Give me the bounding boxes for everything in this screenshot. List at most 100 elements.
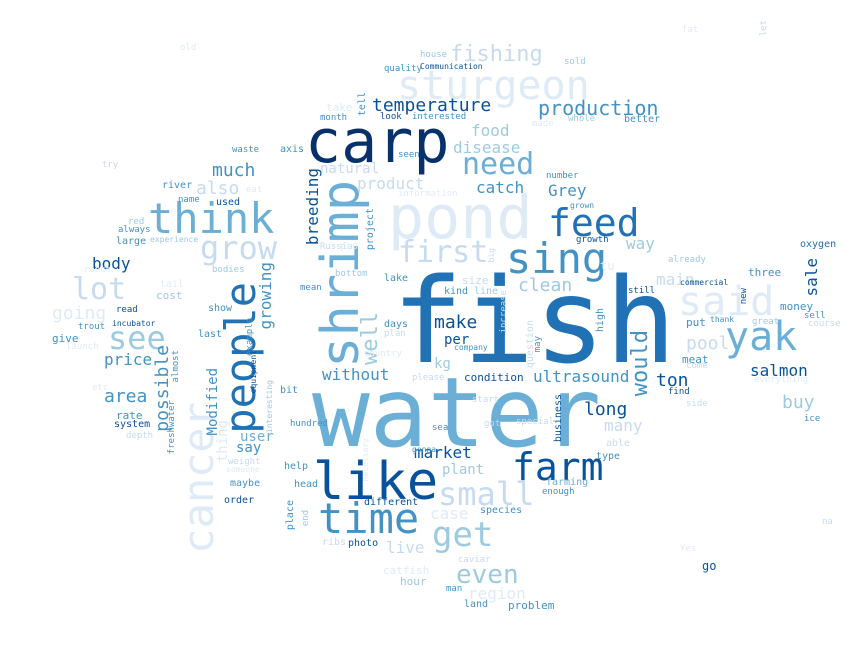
cloud-word: experience: [150, 235, 199, 244]
cloud-word: trout: [78, 322, 106, 332]
cloud-word: big: [487, 248, 496, 263]
cloud-word: number: [546, 171, 579, 181]
cloud-word: sell: [804, 311, 826, 321]
cloud-word: growth: [576, 235, 609, 245]
cloud-word: long: [584, 399, 628, 420]
cloud-word: money: [780, 300, 814, 313]
cloud-word: see: [108, 319, 166, 357]
cloud-word: first: [398, 235, 489, 270]
cloud-word: fishing: [450, 42, 543, 67]
cloud-word: production: [538, 96, 659, 120]
cloud-word: help: [284, 461, 309, 472]
cloud-word: condition: [464, 371, 524, 384]
cloud-word: main: [656, 270, 695, 289]
cloud-word: cost: [156, 289, 183, 302]
cloud-word: read: [116, 305, 138, 315]
cloud-word: necessary: [361, 438, 370, 482]
cloud-word: tell: [357, 92, 368, 117]
cloud-word: region: [468, 584, 526, 603]
cloud-word: also: [196, 178, 240, 199]
cloud-word: pool: [686, 333, 730, 354]
cloud-word: name: [178, 195, 200, 205]
cloud-word: farming: [546, 477, 589, 488]
cloud-word: hour: [400, 575, 427, 588]
cloud-word: sale: [802, 258, 821, 297]
cloud-word: find: [668, 387, 690, 397]
cloud-word: catch: [476, 178, 525, 197]
cloud-word: try: [102, 160, 119, 170]
cloud-word: kind: [444, 286, 469, 297]
cloud-word: natural: [320, 161, 380, 177]
cloud-word: small: [438, 475, 535, 513]
cloud-word: seen: [398, 150, 420, 160]
cloud-word: na: [822, 517, 833, 527]
cloud-word: system: [114, 419, 151, 430]
cloud-word: already: [668, 255, 706, 265]
cloud-word: river: [162, 180, 193, 191]
cloud-word: user: [240, 429, 274, 445]
cloud-word: caviar: [458, 555, 491, 565]
cloud-word: mean: [300, 283, 322, 293]
cloud-word: better: [624, 114, 661, 125]
cloud-word: without: [322, 365, 390, 384]
cloud-word: temperature: [372, 95, 492, 116]
cloud-word: eat: [246, 185, 263, 195]
cloud-word: put: [686, 316, 706, 329]
cloud-word: clean: [518, 275, 573, 296]
cloud-word: bit: [280, 385, 299, 396]
cloud-word: axis: [280, 144, 305, 155]
cloud-word: lot: [72, 272, 127, 307]
cloud-word: let: [759, 20, 769, 37]
cloud-word: whole: [568, 114, 596, 124]
cloud-word: waste: [232, 145, 260, 155]
cloud-word: market: [414, 443, 472, 462]
cloud-word: meat: [682, 353, 709, 366]
cloud-word: much: [212, 160, 256, 181]
cloud-word: old: [180, 43, 197, 53]
cloud-word: body: [92, 254, 131, 273]
cloud-word: still: [628, 286, 656, 296]
cloud-word: increase: [499, 290, 509, 334]
cloud-word: problem: [508, 599, 555, 612]
cloud-word: red: [128, 217, 145, 227]
cloud-word: farm: [512, 445, 604, 489]
cloud-word: way: [626, 234, 655, 253]
cloud-word: Russia: [320, 242, 353, 252]
cloud-word: tu: [600, 259, 615, 273]
cloud-word: great: [752, 317, 780, 327]
cloud-word: ribs: [322, 537, 347, 548]
cloud-word: business: [553, 394, 564, 443]
cloud-word: even: [456, 560, 519, 590]
cloud-word: place: [285, 500, 296, 531]
cloud-word: ton: [656, 370, 689, 391]
cloud-word: think: [148, 194, 275, 243]
cloud-word: price: [104, 350, 153, 369]
cloud-word: interested: [412, 112, 467, 122]
cloud-word: go: [702, 559, 717, 573]
cloud-word: per: [444, 332, 470, 348]
cloud-word: disease: [453, 138, 521, 157]
cloud-word: photo: [348, 538, 379, 549]
cloud-word: launch: [66, 342, 99, 352]
cloud-word: like: [313, 452, 439, 512]
cloud-word: buy: [782, 392, 815, 413]
cloud-word: look: [380, 112, 402, 122]
cloud-word: sturgeon: [397, 63, 590, 109]
cloud-word: feed: [548, 201, 640, 245]
cloud-word: got: [484, 419, 501, 429]
cloud-word: say: [236, 440, 262, 456]
cloud-word: large: [116, 236, 147, 247]
cloud-word: project: [365, 208, 376, 251]
cloud-word: incubator: [112, 319, 156, 328]
cloud-word: able: [606, 438, 631, 449]
cloud-word: pro: [340, 241, 359, 252]
cloud-word: start: [472, 395, 500, 405]
cloud-word: order: [224, 495, 255, 506]
cloud-word: lake: [384, 273, 409, 284]
cloud-word: type: [596, 451, 621, 462]
cloud-word: freshwater: [167, 400, 177, 455]
cloud-word: sold: [564, 57, 586, 67]
cloud-word: house: [420, 50, 448, 60]
cloud-word: make: [434, 312, 478, 333]
cloud-word: someone: [226, 465, 260, 474]
